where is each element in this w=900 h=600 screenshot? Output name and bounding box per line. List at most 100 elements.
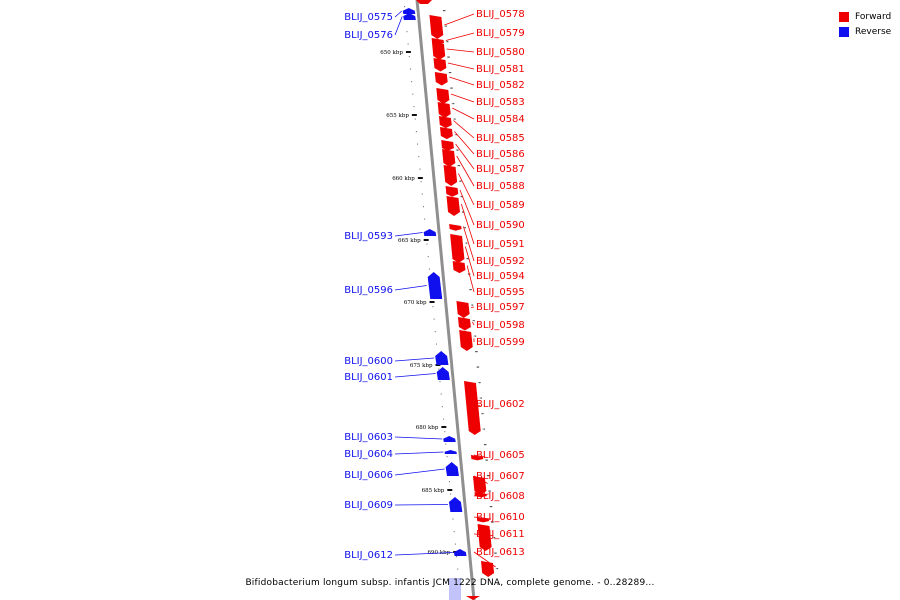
minor-tick-dot — [466, 258, 469, 260]
reverse-gene-body — [444, 450, 457, 454]
minor-tick-dot — [486, 475, 490, 477]
minor-tick-dot — [435, 343, 437, 345]
forward-gene-shade — [450, 117, 455, 125]
reverse-gene-label: BLIJ_0604 — [344, 449, 393, 460]
forward-gene-body — [464, 381, 481, 435]
minor-tick-dot — [482, 428, 485, 430]
tick-label: 650 kbp — [380, 50, 403, 56]
minor-tick-dot — [418, 156, 420, 158]
minor-tick-dot — [478, 382, 481, 384]
forward-gene-label: BLIJ_0589 — [476, 200, 525, 211]
minor-tick-dot — [445, 41, 449, 43]
forward-gene — [433, 58, 450, 72]
forward-gene-leader — [473, 475, 488, 484]
minor-tick-dot — [488, 490, 491, 492]
minor-tick-dot — [463, 227, 466, 229]
forward-gene-shade — [493, 562, 498, 573]
minor-tick-dot — [406, 31, 408, 33]
reverse-gene-label: BLIJ_0575 — [344, 12, 393, 23]
minor-tick-dot — [438, 368, 440, 370]
reverse-gene — [444, 450, 459, 454]
minor-tick-dot — [447, 56, 450, 58]
legend-reverse: Reverse — [839, 24, 891, 39]
minor-tick-dot — [475, 351, 478, 353]
forward-gene-shade — [458, 197, 464, 212]
legend: Forward Reverse — [839, 9, 891, 39]
reverse-gene-label: BLIJ_0600 — [344, 356, 393, 367]
forward-gene-leader — [473, 403, 481, 407]
reverse-strand: BLIJ_0575 BLIJ_0576 BLIJ_0593 BLIJ_0596 BLIJ… — [344, 8, 469, 600]
forward-gene — [443, 165, 461, 186]
forward-gene-leader — [449, 76, 475, 86]
legend-forward: Forward — [839, 9, 891, 24]
minor-tick-dot — [432, 306, 434, 308]
minor-tick-dot — [444, 431, 446, 433]
tick-label: 655 kbp — [386, 113, 409, 119]
reverse-gene-label: BLIJ_0593 — [344, 231, 393, 242]
minor-tick-dot — [457, 568, 459, 570]
tick-label: 670 kbp — [404, 300, 427, 306]
forward-gene-leader — [444, 13, 475, 26]
forward-gene — [464, 381, 484, 435]
minor-tick-dot — [417, 143, 419, 145]
minor-tick-dot — [476, 366, 480, 368]
forward-gene-leader — [445, 32, 475, 41]
forward-gene-shade — [457, 187, 462, 194]
minor-tick-dot — [434, 331, 436, 333]
minor-tick-dot — [473, 335, 477, 337]
forward-gene-label: BLIJ_0578 — [476, 9, 525, 20]
reverse-gene-leader — [394, 10, 403, 18]
reverse-gene — [443, 436, 458, 442]
forward-gene-leader — [464, 246, 475, 277]
forward-gene — [450, 234, 468, 263]
minor-tick-dot — [424, 218, 426, 220]
forward-gene-shade — [445, 59, 450, 68]
forward-gene-shade — [454, 150, 459, 163]
legend-reverse-swatch — [839, 26, 849, 37]
forward-gene-label: BLIJ_0582 — [476, 80, 525, 91]
major-tick-mark — [411, 114, 417, 116]
forward-gene — [446, 196, 464, 216]
forward-gene-shade — [443, 39, 448, 43]
reverse-gene-body — [443, 436, 456, 442]
forward-gene-shade — [468, 302, 473, 314]
forward-gene-shade — [443, 43, 449, 56]
forward-gene-body — [446, 196, 461, 216]
forward-gene-label: BLIJ_0598 — [476, 320, 525, 331]
forward-gene-body — [434, 72, 448, 86]
forward-gene — [445, 186, 462, 197]
minor-tick-dot — [453, 118, 456, 120]
forward-gene-label: BLIJ_0602 — [476, 399, 525, 410]
genome-backbone — [415, 0, 476, 600]
forward-gene-body — [452, 261, 466, 274]
minor-tick-dot — [433, 318, 435, 320]
minor-tick-dot — [472, 320, 475, 322]
major-tick-mark — [405, 51, 411, 53]
reverse-gene — [448, 497, 465, 512]
legend-reverse-label: Reverse — [855, 26, 892, 37]
minor-tick-dot — [445, 443, 447, 445]
reverse-gene-body — [435, 351, 449, 365]
minor-tick-dot — [464, 242, 468, 244]
forward-gene-shade — [476, 382, 484, 431]
minor-tick-dot — [454, 134, 458, 136]
forward-gene-leader — [463, 226, 475, 262]
minor-tick-dot — [443, 418, 445, 420]
reverse-gene-leader — [394, 232, 423, 237]
reverse-gene-leader — [394, 285, 427, 291]
reverse-gene-shade — [448, 372, 452, 380]
forward-gene-label: BLIJ_0585 — [476, 133, 525, 144]
forward-gene-label: BLIJ_0594 — [476, 271, 525, 282]
forward-gene-leader — [450, 93, 475, 103]
forward-gene-label: BLIJ_0590 — [476, 220, 525, 231]
forward-gene-body — [476, 517, 490, 523]
minor-tick-dot — [450, 493, 452, 495]
reverse-gene-label: BLIJ_0609 — [344, 500, 393, 511]
minor-tick-dot — [494, 552, 497, 554]
minor-tick-dot — [461, 211, 465, 213]
reverse-gene-label: BLIJ_0603 — [344, 432, 393, 443]
minor-tick-dot — [495, 568, 499, 570]
minor-tick-dot — [441, 406, 443, 408]
tick-label: 665 kbp — [398, 238, 421, 244]
